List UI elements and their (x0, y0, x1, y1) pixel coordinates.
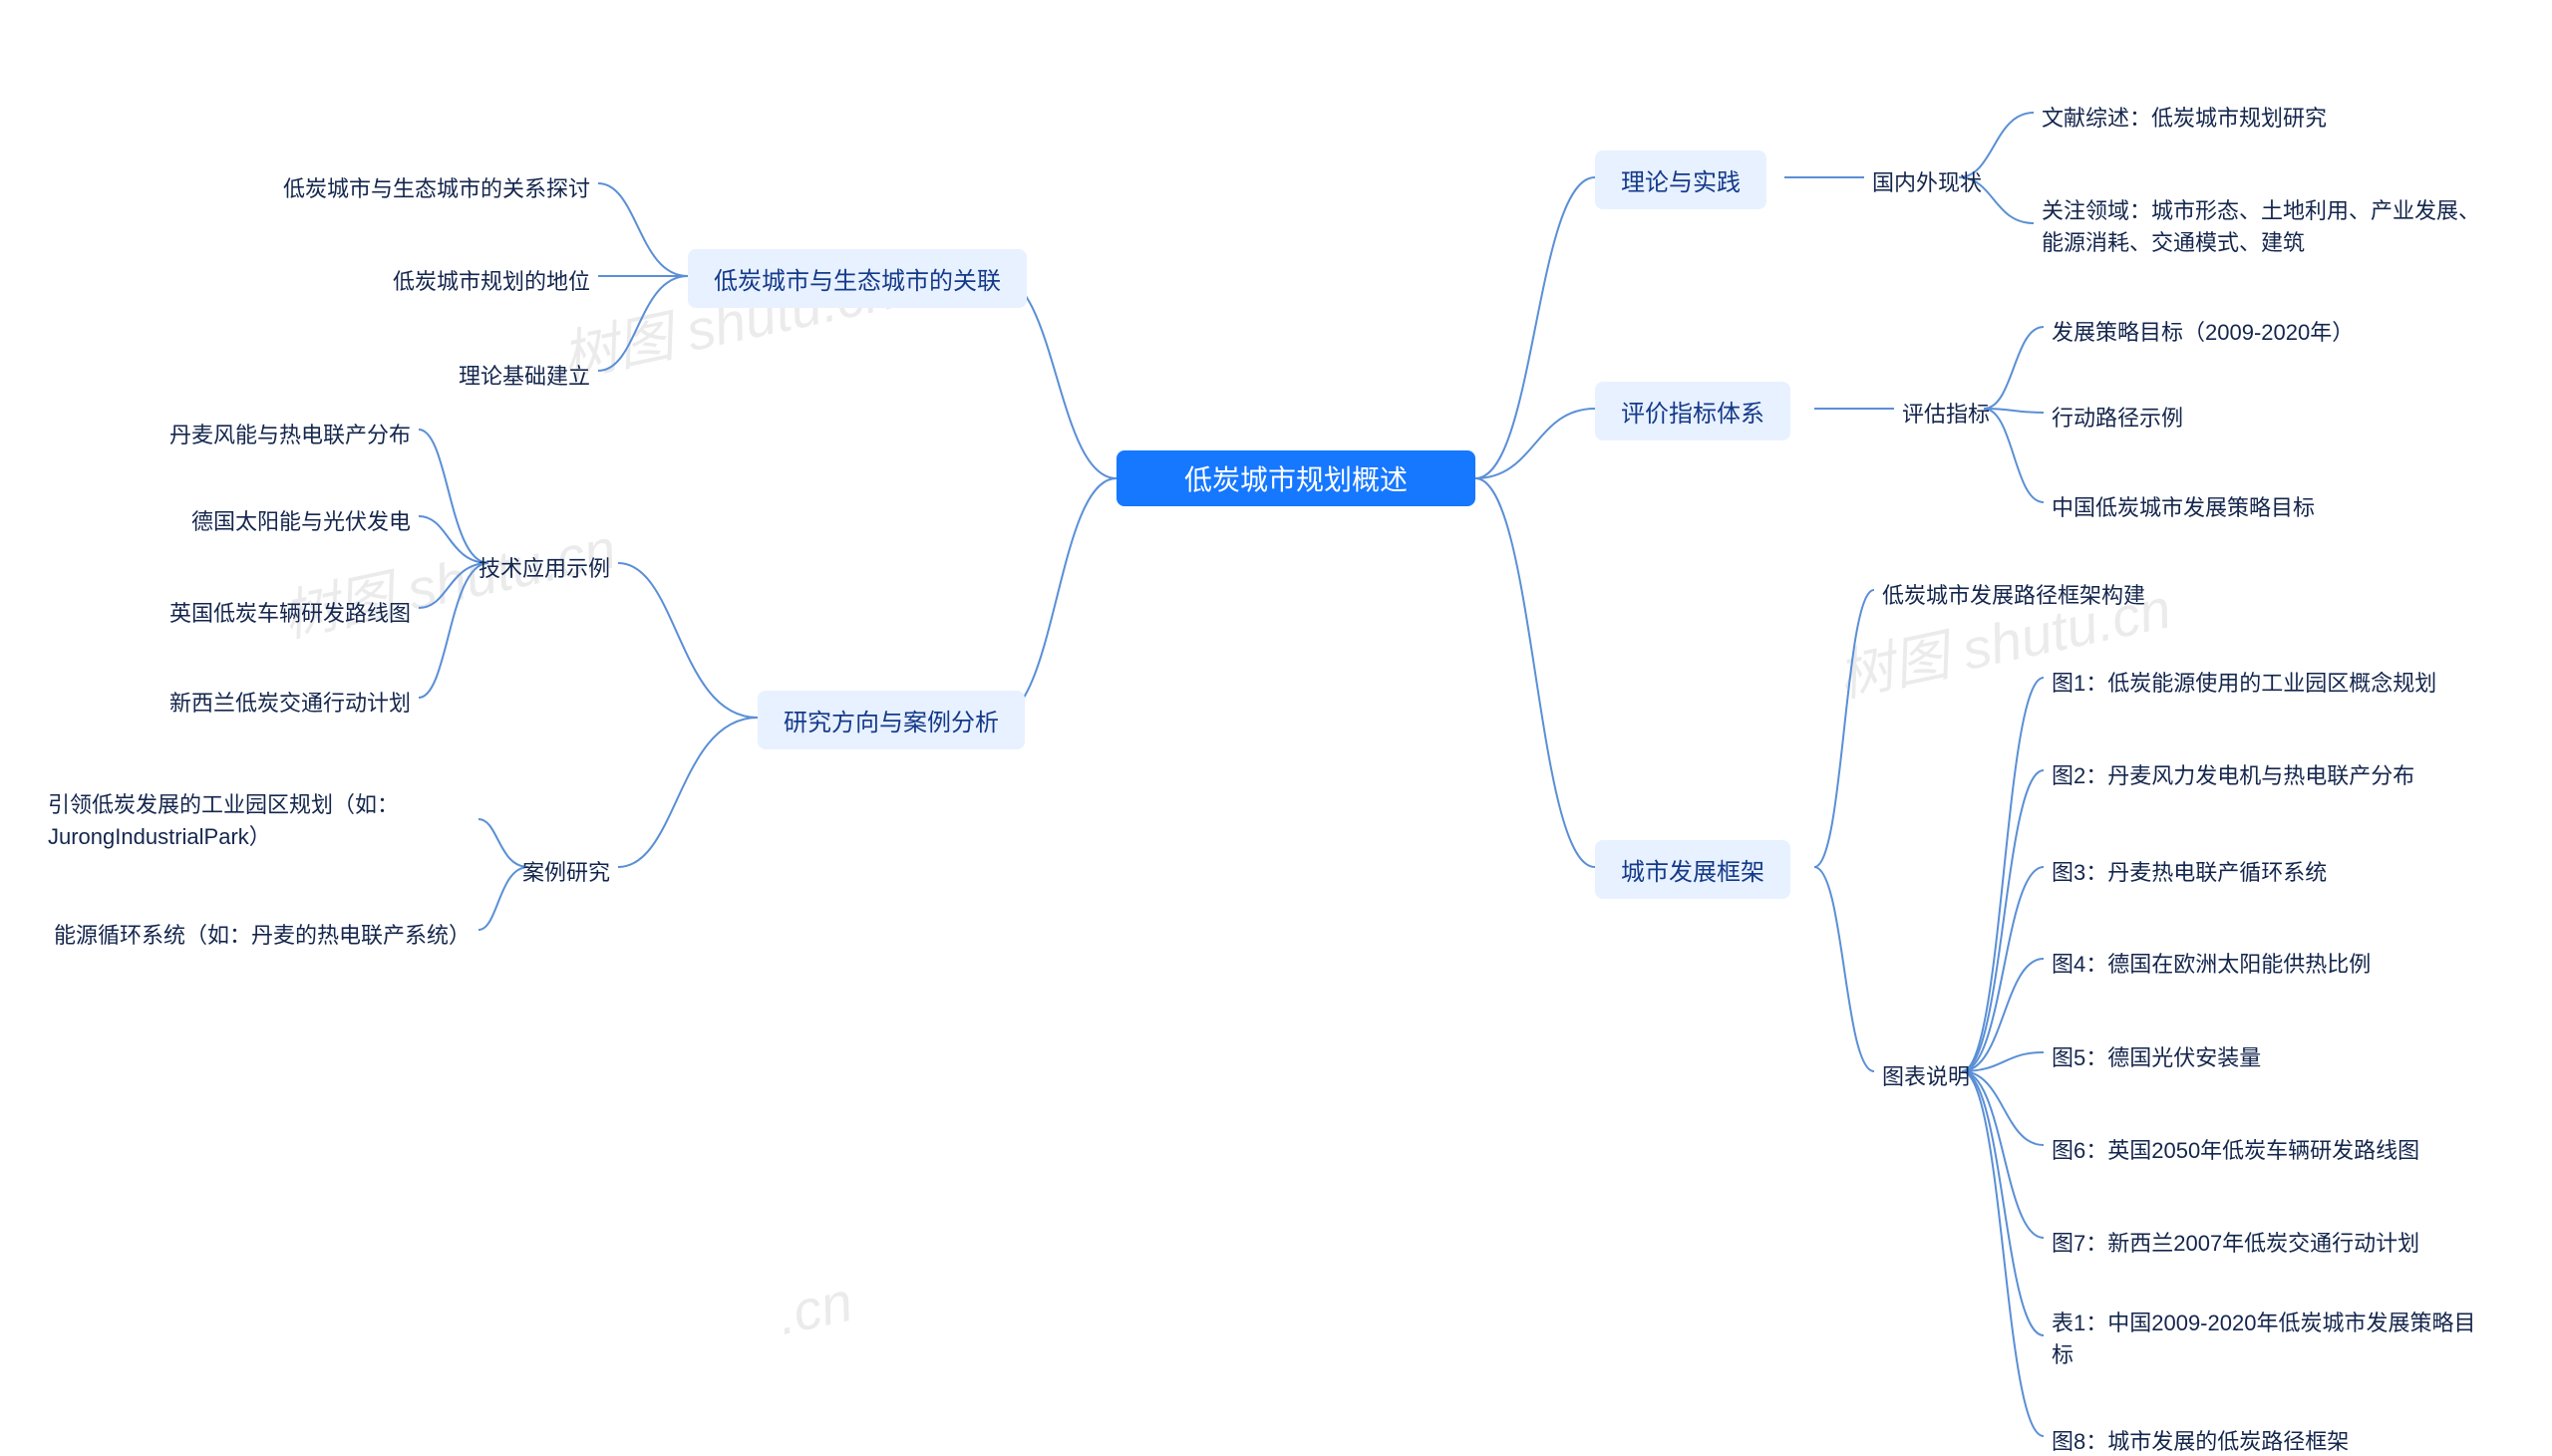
leaf-label: 发展策略目标（2009-2020年） (2052, 315, 2354, 347)
leaf-label: 图3：丹麦热电联产循环系统 (2052, 855, 2327, 887)
leaf-label: 文献综述：低炭城市规划研究 (2042, 101, 2327, 133)
leaf-ecocity-relation[interactable]: 低炭城市与生态城市的关系探讨 (275, 169, 598, 205)
leaf-label: 国内外现状 (1872, 165, 1982, 197)
branch-right-theory[interactable]: 理论与实践 (1595, 150, 1766, 209)
branch-left-ecocity[interactable]: 低炭城市与生态城市的关联 (688, 249, 1027, 308)
leaf-label: 图4：德国在欧洲太阳能供热比例 (2052, 947, 2371, 979)
leaf-label: 图1：低炭能源使用的工业园区概念规划 (2052, 666, 2436, 698)
leaf-label: 低炭城市发展路径框架构建 (1882, 578, 2145, 610)
leaf-fig7[interactable]: 图7：新西兰2007年低炭交通行动计划 (2044, 1224, 2427, 1260)
leaf-china-goal[interactable]: 中国低炭城市发展策略目标 (2044, 488, 2323, 524)
leaf-tab1[interactable]: 表1：中国2009-2020年低炭城市发展策略目标 (2044, 1306, 2502, 1373)
leaf-strategy-goal[interactable]: 发展策略目标（2009-2020年） (2044, 313, 2362, 349)
leaf-germany-solar[interactable]: 德国太阳能与光伏发电 (183, 502, 419, 538)
leaf-label: 关注领域：城市形态、土地利用、产业发展、能源消耗、交通模式、建筑 (2042, 195, 2484, 259)
leaf-fig6[interactable]: 图6：英国2050年低炭车辆研发路线图 (2044, 1131, 2427, 1167)
leaf-focus-areas[interactable]: 关注领域：城市形态、土地利用、产业发展、能源消耗、交通模式、建筑 (2034, 193, 2492, 261)
leaf-fig5[interactable]: 图5：德国光伏安装量 (2044, 1038, 2269, 1074)
leaf-uk-lowcarbon[interactable]: 英国低炭车辆研发路线图 (161, 594, 419, 630)
leaf-action-path[interactable]: 行动路径示例 (2044, 399, 2191, 435)
sub-case-studies[interactable]: 案例研究 (514, 853, 618, 889)
leaf-label: 行动路径示例 (2052, 401, 2183, 433)
leaf-label: 能源循环系统（如：丹麦的热电联产系统） (54, 918, 471, 950)
leaf-label: 丹麦风能与热电联产分布 (169, 418, 411, 449)
branch-right-framework[interactable]: 城市发展框架 (1595, 840, 1790, 899)
leaf-fig3[interactable]: 图3：丹麦热电联产循环系统 (2044, 853, 2335, 889)
leaf-label: 图5：德国光伏安装量 (2052, 1040, 2261, 1072)
leaf-label: 英国低炭车辆研发路线图 (169, 596, 411, 628)
leaf-label: 图6：英国2050年低炭车辆研发路线图 (2052, 1133, 2419, 1165)
leaf-label: 中国低炭城市发展策略目标 (2052, 490, 2315, 522)
leaf-label: 评估指标 (1902, 397, 1990, 429)
branch-label: 研究方向与案例分析 (784, 703, 999, 737)
leaf-fig4[interactable]: 图4：德国在欧洲太阳能供热比例 (2044, 945, 2379, 981)
leaf-nz-transport[interactable]: 新西兰低炭交通行动计划 (161, 684, 419, 720)
leaf-label: 低炭城市规划的地位 (393, 264, 590, 296)
sub-eval-index[interactable]: 评估指标 (1894, 395, 1998, 431)
branch-label: 低炭城市与生态城市的关联 (714, 261, 1001, 296)
leaf-label: 图7：新西兰2007年低炭交通行动计划 (2052, 1226, 2419, 1258)
leaf-label: 新西兰低炭交通行动计划 (169, 686, 411, 718)
leaf-literature[interactable]: 文献综述：低炭城市规划研究 (2034, 99, 2335, 135)
branch-right-evaluation[interactable]: 评价指标体系 (1595, 382, 1790, 440)
leaf-fig1[interactable]: 图1：低炭能源使用的工业园区概念规划 (2044, 664, 2444, 700)
leaf-label: 德国太阳能与光伏发电 (191, 504, 411, 536)
leaf-label: 图8：城市发展的低炭路径框架 (2052, 1424, 2349, 1456)
leaf-energy-cycle[interactable]: 能源循环系统（如：丹麦的热电联产系统） (46, 916, 478, 952)
leaf-fig2[interactable]: 图2：丹麦风力发电机与热电联产分布 (2044, 756, 2422, 792)
leaf-label: 图表说明 (1882, 1059, 1970, 1091)
leaf-label: 案例研究 (522, 855, 610, 887)
mindmap-canvas: 树图 shutu.cn 树图 shutu.cn 树图 shutu.cn .cn (0, 0, 2552, 1456)
sub-tech-examples[interactable]: 技术应用示例 (471, 549, 618, 585)
leaf-label: 理论基础建立 (459, 359, 590, 391)
leaf-framework-build[interactable]: 低炭城市发展路径框架构建 (1874, 576, 2153, 612)
leaf-denmark-wind[interactable]: 丹麦风能与热电联产分布 (161, 416, 419, 451)
leaf-fig8[interactable]: 图8：城市发展的低炭路径框架 (2044, 1422, 2357, 1456)
sub-figure-desc[interactable]: 图表说明 (1874, 1057, 1978, 1093)
leaf-label: 表1：中国2009-2020年低炭城市发展策略目标 (2052, 1308, 2494, 1371)
leaf-theory-basis[interactable]: 理论基础建立 (451, 357, 598, 393)
root-node[interactable]: 低炭城市规划概述 (1116, 450, 1475, 506)
leaf-label: 图2：丹麦风力发电机与热电联产分布 (2052, 758, 2414, 790)
leaf-label: 引领低炭发展的工业园区规划（如：JurongIndustrialPark） (48, 789, 471, 853)
leaf-industrial-park[interactable]: 引领低炭发展的工业园区规划（如：JurongIndustrialPark） (40, 787, 478, 855)
leaf-label: 低炭城市与生态城市的关系探讨 (283, 171, 590, 203)
leaf-label: 技术应用示例 (478, 551, 610, 583)
leaf-planning-status[interactable]: 低炭城市规划的地位 (385, 262, 598, 298)
sub-domestic-intl[interactable]: 国内外现状 (1864, 163, 1990, 199)
branch-left-research[interactable]: 研究方向与案例分析 (758, 691, 1025, 749)
branch-label: 评价指标体系 (1621, 394, 1764, 429)
branch-label: 城市发展框架 (1621, 852, 1764, 887)
root-label: 低炭城市规划概述 (1184, 458, 1408, 498)
branch-label: 理论与实践 (1621, 162, 1741, 197)
